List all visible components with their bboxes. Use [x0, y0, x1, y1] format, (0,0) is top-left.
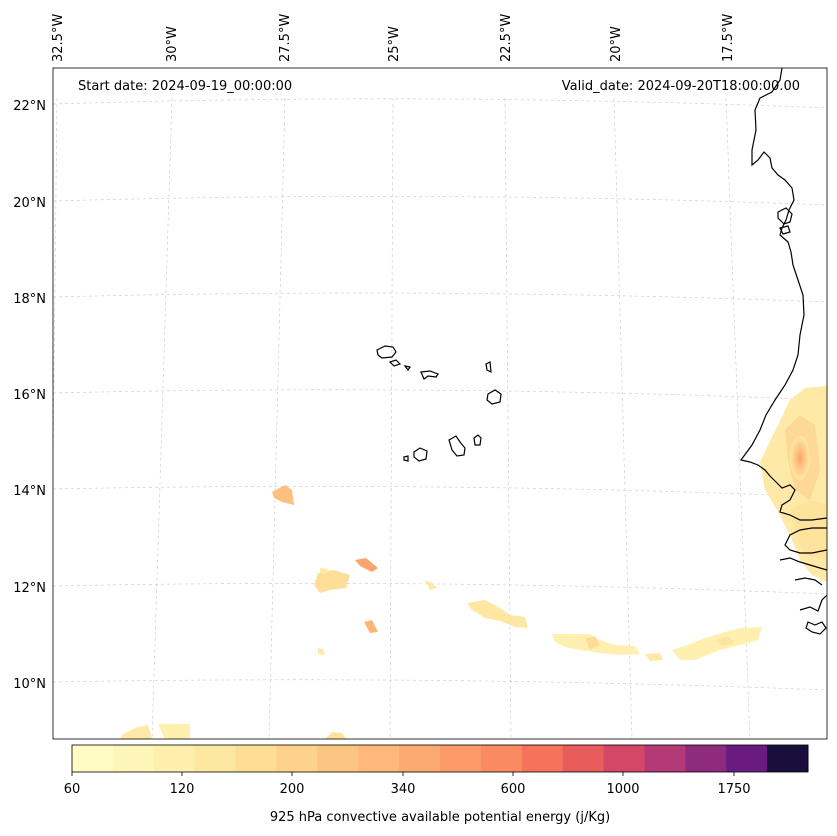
lat-label: 14°N — [13, 484, 46, 499]
lat-label: 16°N — [13, 388, 46, 403]
colorbar-segment — [153, 745, 196, 772]
colorbar-segment — [276, 745, 318, 772]
colorbar-tick-label: 1000 — [606, 782, 639, 797]
lon-label: 17.5°W — [721, 14, 736, 62]
gridlines — [53, 97, 827, 739]
colorbar-tick-label: 120 — [170, 782, 195, 797]
colorbar-segment — [685, 745, 727, 772]
colorbar-segment — [480, 745, 523, 772]
coastlines — [376, 68, 827, 635]
colorbar-segment — [726, 745, 768, 772]
colorbar-segment — [440, 745, 482, 772]
colorbar-segment — [603, 745, 645, 772]
colorbar-tick-labels: 60 120 200 340 600 1000 1750 — [64, 782, 751, 797]
colorbar-segment — [644, 745, 686, 772]
colorbar-segment — [358, 745, 400, 772]
lon-label: 27.5°W — [278, 14, 293, 62]
colorbar-segment — [317, 745, 359, 772]
lat-label: 18°N — [13, 292, 46, 307]
colorbar-segment — [562, 745, 605, 772]
cape-field — [120, 386, 827, 739]
lon-label: 20°W — [609, 26, 624, 62]
latitude-labels: 22°N 20°N 18°N 16°N 14°N 12°N 10°N — [13, 99, 46, 692]
lon-label: 30°W — [165, 26, 180, 62]
colorbar-tick-label: 1750 — [717, 782, 750, 797]
start-date-label: Start date: 2024-09-19_00:00:00 — [78, 79, 292, 94]
lon-label: 32.5°W — [51, 14, 66, 62]
colorbar-tick-label: 600 — [501, 782, 526, 797]
colorbar — [72, 745, 809, 772]
lat-label: 22°N — [13, 99, 46, 114]
colorbar-segment — [235, 745, 277, 772]
lat-label: 12°N — [13, 581, 46, 596]
colorbar-title: 925 hPa convective available potential e… — [270, 810, 610, 825]
colorbar-tick-label: 60 — [64, 782, 81, 797]
lat-label: 10°N — [13, 677, 46, 692]
colorbar-tick-label: 340 — [391, 782, 416, 797]
longitude-labels: 32.5°W 30°W 27.5°W 25°W 22.5°W 20°W 17.5… — [51, 14, 736, 62]
colorbar-segment — [767, 745, 809, 772]
colorbar-segment — [521, 745, 564, 772]
colorbar-segment — [72, 745, 114, 772]
valid-date-label: Valid_date: 2024-09-20T18:00:00.00 — [562, 79, 800, 94]
lat-label: 20°N — [13, 196, 46, 211]
map-area — [53, 68, 827, 739]
lon-label: 25°W — [387, 26, 402, 62]
colorbar-ticks — [71, 772, 735, 776]
colorbar-tick-label: 200 — [280, 782, 305, 797]
colorbar-segment — [399, 745, 441, 772]
colorbar-segment — [112, 745, 155, 772]
lon-label: 22.5°W — [499, 14, 514, 62]
colorbar-segment — [194, 745, 237, 772]
